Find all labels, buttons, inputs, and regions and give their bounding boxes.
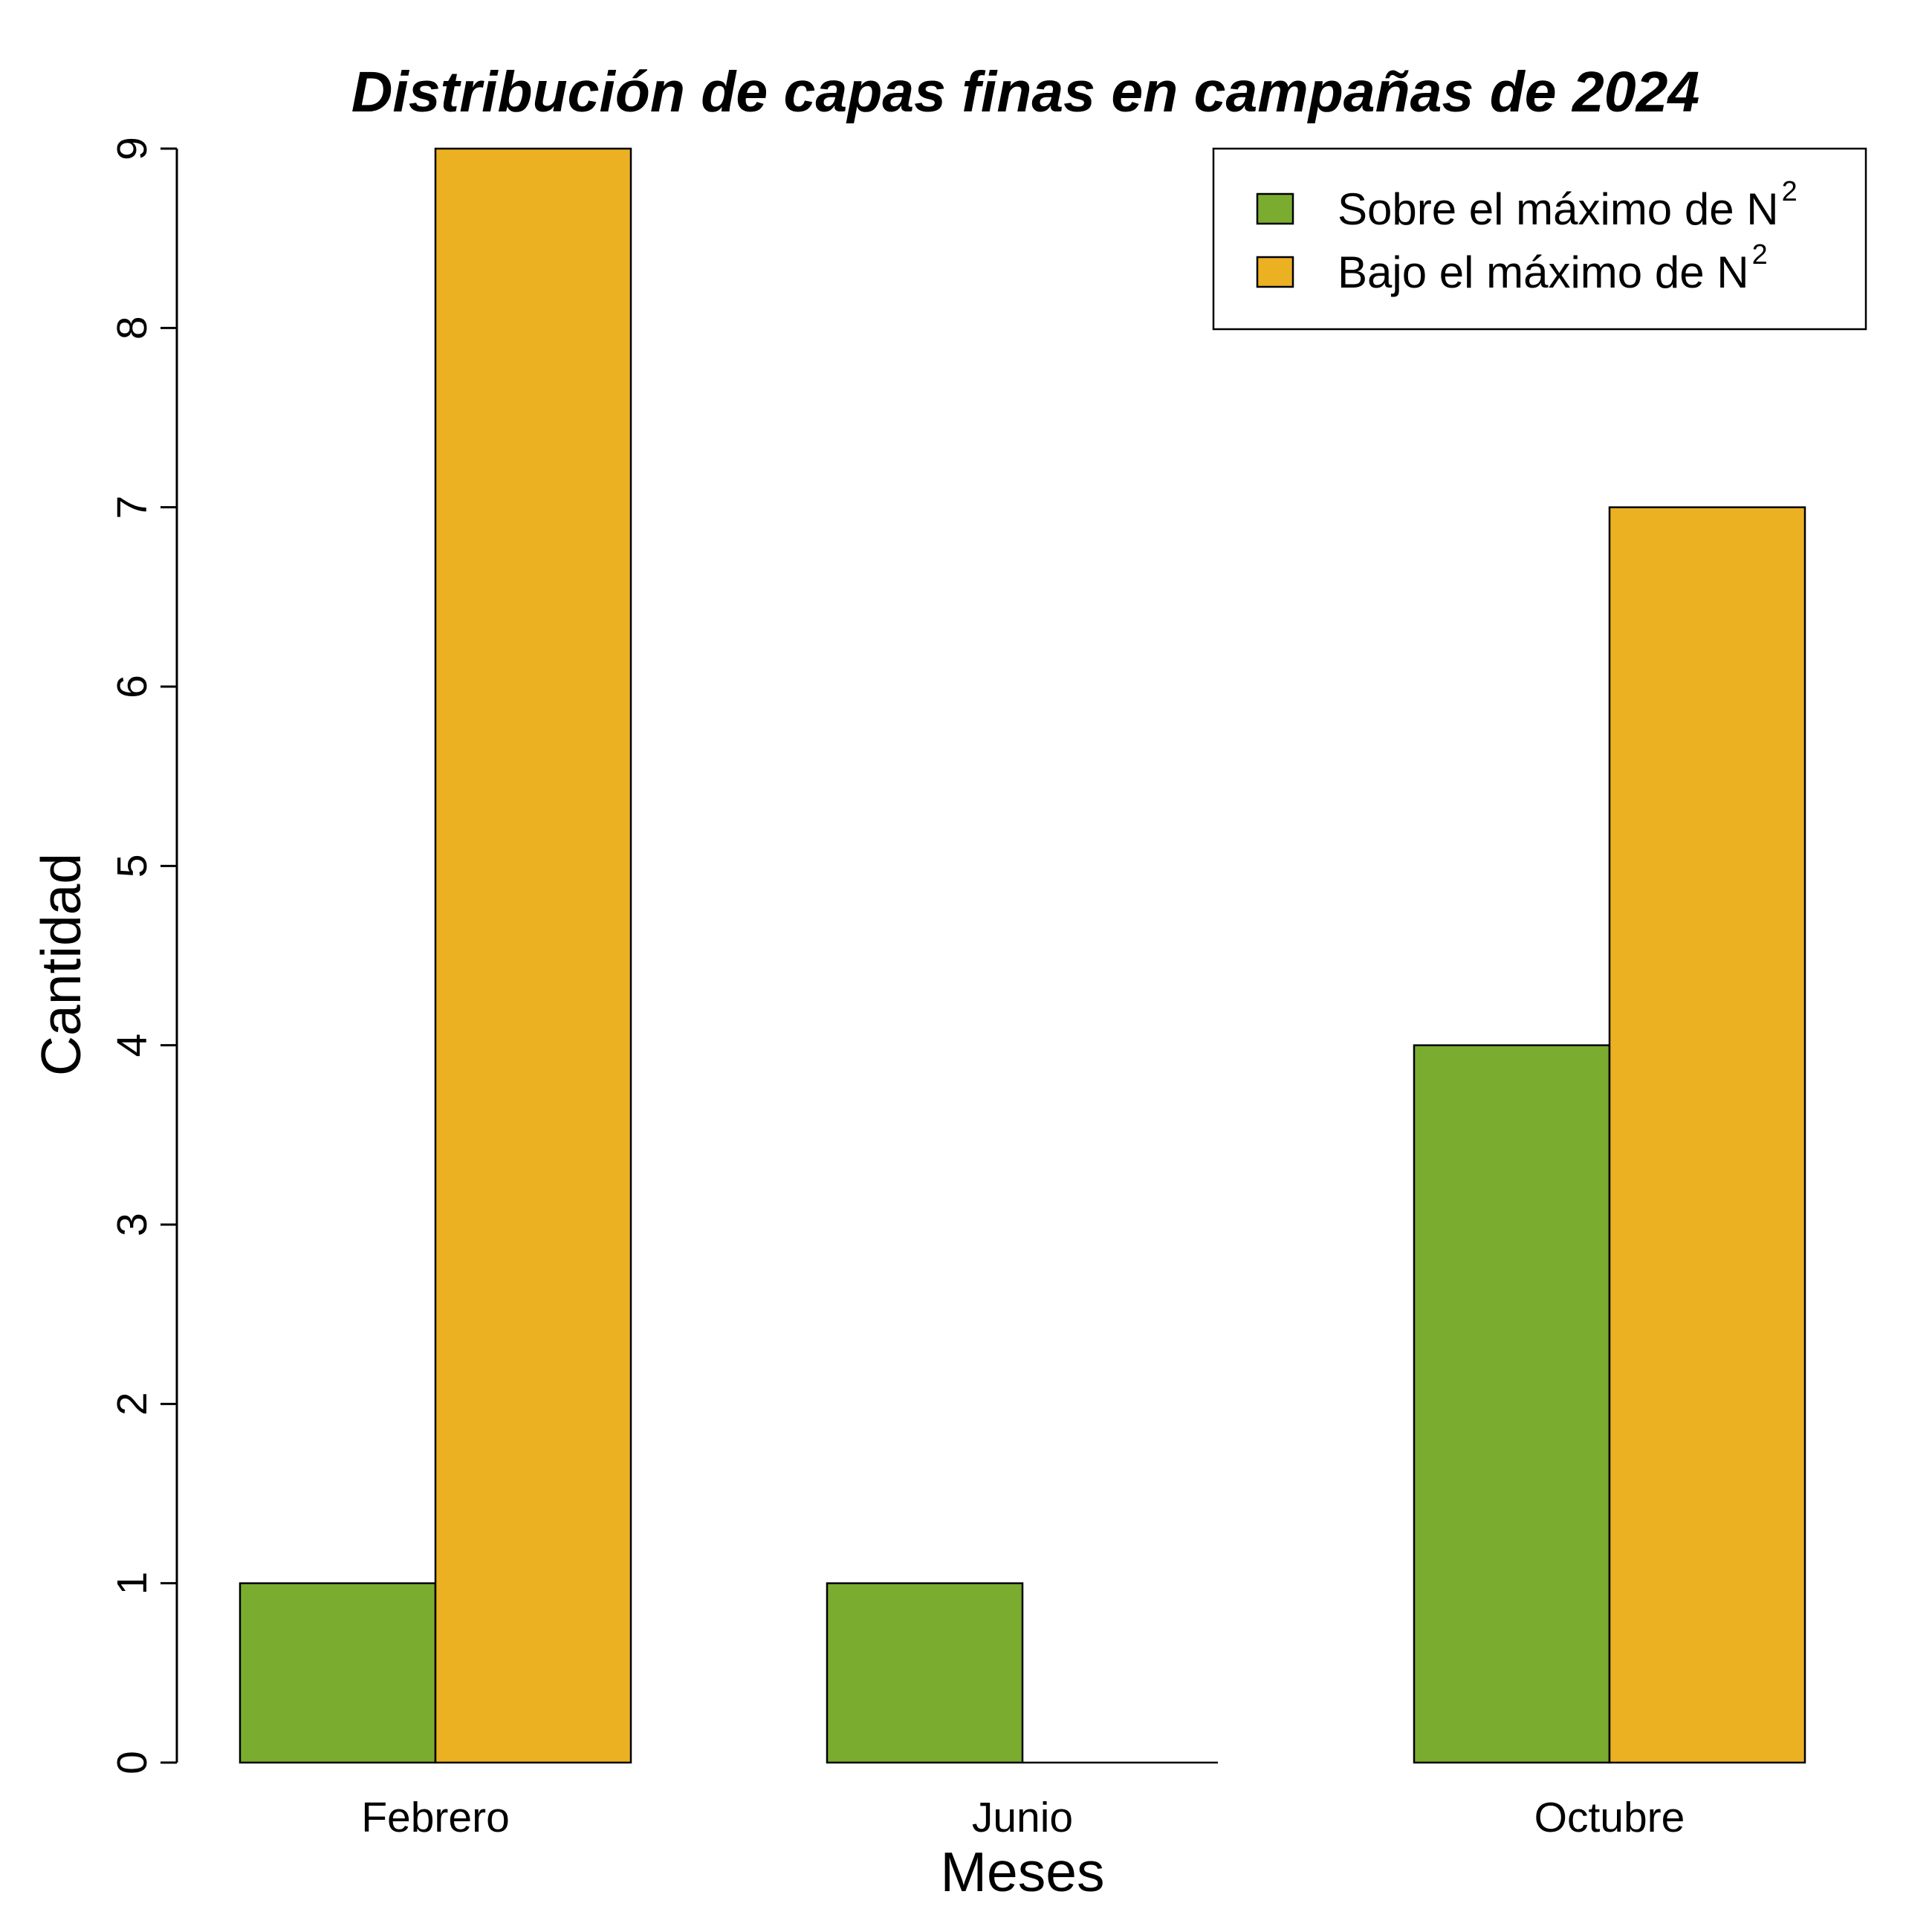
- x-tick-label: Octubre: [1534, 1794, 1685, 1841]
- y-tick-label: 2: [108, 1392, 156, 1416]
- x-axis: Febrero Junio Octubre: [361, 1794, 1685, 1841]
- x-tick-label: Junio: [972, 1794, 1073, 1841]
- legend-label-text: Sobre el máximo de N: [1338, 184, 1779, 234]
- y-tick-label: 7: [108, 496, 156, 519]
- bar-octubre-series-1: [1413, 1044, 1611, 1764]
- bar-junio-series-1: [826, 1582, 1024, 1764]
- legend-label-text: Bajo el máximo de N: [1338, 247, 1749, 297]
- y-tick-label: 6: [108, 675, 156, 698]
- legend-label-superscript: 2: [1782, 176, 1798, 207]
- x-tick-label: Febrero: [361, 1794, 510, 1841]
- y-tick-label: 9: [108, 137, 156, 161]
- legend-box: [1212, 147, 1867, 331]
- legend-label-superscript: 2: [1752, 239, 1768, 270]
- bars: [239, 147, 1806, 1764]
- legend-swatch: [1256, 256, 1294, 288]
- bar-febrero-series-2: [434, 147, 632, 1764]
- y-tick-label: 1: [108, 1572, 156, 1595]
- bar-febrero-series-1: [239, 1582, 437, 1764]
- y-tick-label: 0: [108, 1751, 156, 1774]
- y-tick-label: 5: [108, 854, 156, 878]
- y-tick-label: 4: [108, 1034, 156, 1057]
- y-tick-label: 3: [108, 1213, 156, 1236]
- bar-octubre-series-2: [1608, 506, 1806, 1764]
- y-axis: 0 1 2 3 4 5 6 7 8 9: [108, 137, 178, 1774]
- x-axis-title: Meses: [941, 1841, 1105, 1903]
- y-axis-title: Cantidad: [30, 853, 92, 1076]
- chart-title: Distribución de capas finas en campañas …: [351, 60, 1700, 124]
- y-tick-label: 8: [108, 316, 156, 340]
- legend-swatch: [1256, 192, 1294, 225]
